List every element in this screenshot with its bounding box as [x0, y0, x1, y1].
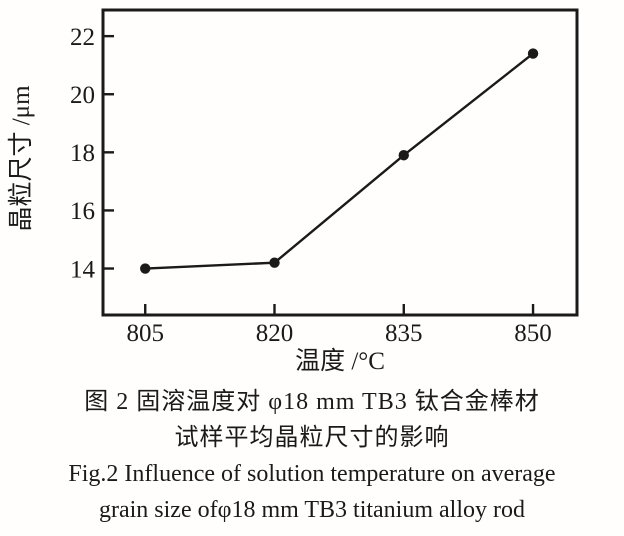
y-axis-tick-label: 18	[70, 140, 95, 167]
y-axis-tick-label: 16	[70, 198, 95, 225]
y-axis-label: 晶粒尺寸 /μm	[7, 85, 35, 232]
caption-en-line2: grain size ofφ18 mm TB3 titanium alloy r…	[98, 497, 525, 523]
caption-en-line1: Fig.2 Influence of solution temperature …	[68, 461, 556, 487]
caption-zh-line1: 图 2 固溶温度对 φ18 mm TB3 钛合金棒材	[84, 389, 540, 415]
data-point	[269, 257, 280, 268]
y-axis-tick-label: 22	[70, 24, 95, 51]
x-axis-tick-label: 835	[385, 320, 423, 347]
grain-size-chart: 14 16 18 20 22 805 820 835 850 温度 /°C 晶粒尺寸 /μm	[7, 8, 579, 375]
y-axis-tick-label: 14	[70, 256, 96, 283]
plot-frame	[101, 8, 579, 317]
x-axis-label: 温度 /°C	[295, 347, 385, 375]
x-axis-tick-label: 805	[126, 320, 164, 347]
series-line	[144, 52, 535, 270]
y-axis-tick-label: 20	[70, 82, 95, 109]
x-axis-tick-label: 820	[256, 320, 294, 347]
line-chart-canvas: 14 16 18 20 22 805 820 835 850 温度 /°C 晶粒尺寸 /μm	[7, 8, 579, 375]
data-point	[398, 150, 409, 161]
caption-zh-line2: 试样平均晶粒尺寸的影响	[174, 425, 450, 451]
x-axis-tick-label: 850	[514, 320, 552, 347]
figure-caption: 图 2 固溶温度对 φ18 mm TB3 钛合金棒材 试样平均晶粒尺寸的影响 F…	[0, 384, 624, 528]
data-point	[527, 48, 539, 59]
data-point	[140, 263, 151, 274]
